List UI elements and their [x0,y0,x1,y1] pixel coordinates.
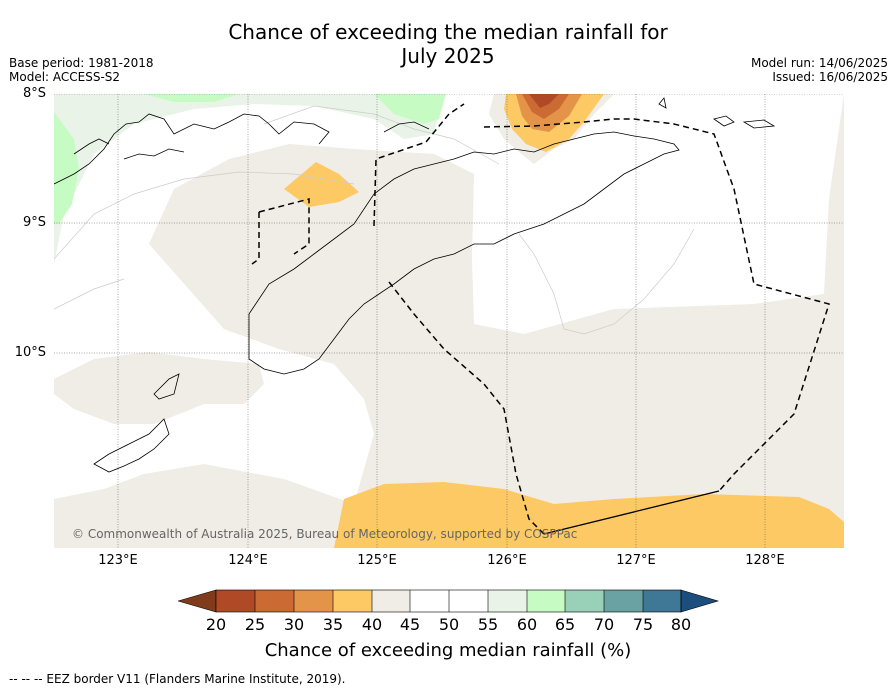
colorbar-tick-50: 50 [438,615,460,634]
meta-right: Model run: 14/06/2025 Issued: 16/06/2025 [751,56,888,84]
colorbar-tick-30: 30 [283,615,305,634]
colorbar-tick-35: 35 [322,615,344,634]
colorbar-cell-50-55 [449,590,488,612]
eez-footer-note: -- -- -- EEZ border V11 (Flanders Marine… [9,672,346,686]
map-title-line2: July 2025 [401,44,495,68]
issued-date: Issued: 16/06/2025 [772,70,888,84]
colorbar-tick-70: 70 [593,615,615,634]
meta-left: Base period: 1981-2018 Model: ACCESS-S2 [9,56,154,84]
colorbar-tick-80: 80 [670,615,692,634]
copyright-text: © Commonwealth of Australia 2025, Bureau… [72,527,577,541]
region-25-30 [522,94,569,119]
coastlines [54,97,776,473]
colorbar-tick-65: 65 [554,615,576,634]
lon-label-127e: 127°E [616,553,656,568]
colorbar-tick-25: 25 [244,615,266,634]
map-title: Chance of exceeding the median rainfall … [0,20,896,68]
eez-solid-segment [543,490,720,535]
eez-border [251,103,830,535]
colorbar-tick-20: 20 [205,615,227,634]
colorbar [178,589,720,613]
contour-lines [54,105,695,335]
colorbar-cell-60-65 [527,590,565,612]
region-60-65 [54,94,446,224]
rainfall-map: © Commonwealth of Australia 2025, Bureau… [54,94,844,548]
colorbar-cell-30-35 [294,590,333,612]
colorbar-cell-75-80 [643,590,681,612]
lat-label-10s: 10°S [14,345,46,360]
lon-label-126e: 126°E [487,553,527,568]
colorbar-cell-65-70 [565,590,604,612]
colorbar-tick-60: 60 [516,615,538,634]
lon-label-128e: 128°E [745,553,785,568]
colorbar-tick-40: 40 [361,615,383,634]
colorbar-cell-45-50 [410,590,449,612]
colorbar-tick-45: 45 [399,615,421,634]
model-run: Model run: 14/06/2025 [750,56,888,70]
region-20-25 [529,94,559,108]
colorbar-tick-75: 75 [632,615,654,634]
colorbar-lower-extend [178,589,217,613]
colorbar-cell-20-25 [216,590,255,612]
colorbar-dividers [215,589,682,613]
lat-label-8s: 8°S [22,86,46,101]
model-name: Model: ACCESS-S2 [9,70,121,84]
colorbar-cell-35-40 [333,590,372,612]
lon-label-124e: 124°E [228,553,268,568]
colorbar-tick-55: 55 [477,615,499,634]
colorbar-cell-55-60 [488,590,527,612]
lon-label-125e: 125°E [357,553,397,568]
colorbar-cell-25-30 [255,590,294,612]
colorbar-cell-70-75 [604,590,643,612]
lon-label-123e: 123°E [98,553,138,568]
base-period: Base period: 1981-2018 [9,56,154,70]
map-title-line1: Chance of exceeding the median rainfall … [228,20,668,44]
colorbar-upper-extend [680,589,720,613]
colorbar-cell-40-45 [372,590,410,612]
lat-label-9s: 9°S [22,215,46,230]
colorbar-title: Chance of exceeding median rainfall (%) [264,640,632,661]
